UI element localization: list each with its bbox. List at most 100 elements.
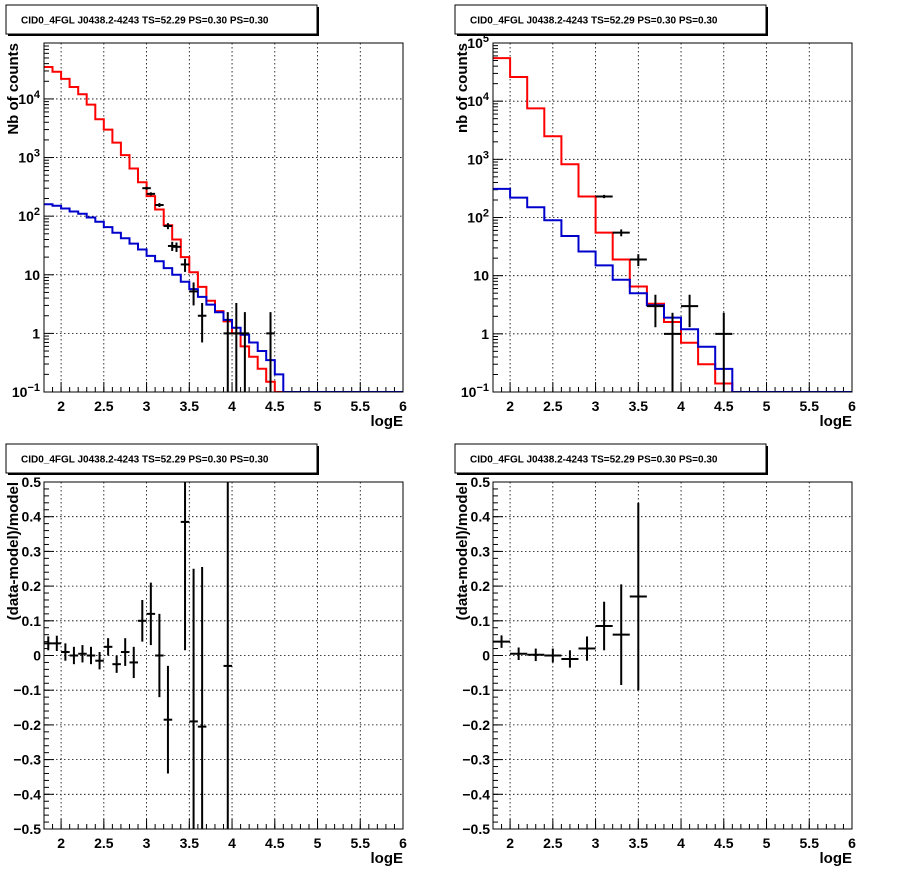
data-point [163,665,173,774]
y-tick-label: 0.2 [471,578,491,594]
data-point [180,482,190,651]
plot-area [44,482,233,829]
x-tick-label: 4.5 [265,835,285,851]
chart-title-box: CID0_4FGL J0438.2-4243 TS=52.29 PS=0.30 … [454,443,768,475]
chart-panel-3: 2 2.5 3 3.5 4 4.5 5 5.5 6 −0.5 −0.4 −0.3 −0.2 −0.1 0 0.… [5,443,407,867]
y-tick-label: 102 [467,208,489,226]
x-tick-label: 2.5 [94,835,114,851]
x-tick-label: 3 [143,835,151,851]
x-tick-label: 5.5 [800,398,820,414]
data-point [223,312,233,392]
y-tick-label: −0.2 [462,717,490,733]
data-point [86,646,96,665]
x-tick-label: 3.5 [180,835,200,851]
tick-exponent: 2 [483,208,489,220]
y-tick-label: 0.3 [471,543,491,559]
x-tick-label: 6 [399,835,407,851]
data-point [52,635,62,651]
x-tick-label: 4 [228,398,236,414]
x-tick-label: 4.5 [714,398,734,414]
data-point [155,613,164,698]
data-point [189,282,198,306]
plot-frame [492,481,853,830]
x-tick-label: 5 [763,398,771,414]
chart-title-box: CID0_4FGL J0438.2-4243 TS=52.29 PS=0.30 … [5,4,319,36]
plot-frame [492,42,853,393]
y-tick-label: −0.3 [462,752,490,768]
y-tick-label: 10−1 [461,382,489,400]
y-tick-label: 10 [473,268,489,284]
data-point [663,312,682,392]
background_model-histogram [493,187,852,392]
y-tick-label: 1 [32,325,40,341]
x-tick-label: 4 [677,835,685,851]
x-tick-label: 3.5 [629,398,649,414]
y-tick-label: 0 [33,648,41,664]
title-box-frame [5,443,318,474]
data-point [69,646,79,665]
chart-panel-1: 2 2.5 3 3.5 4 4.5 5 5.5 610−1110102103104logENb … [5,4,407,430]
data-point [142,186,151,190]
x-tick-label: 4.5 [265,398,285,414]
data-point [103,638,113,656]
x-tick-label: 5 [314,398,322,414]
data-point [646,294,664,328]
data-point [578,636,596,661]
data-point [629,502,647,691]
y-tick-label: 103 [467,149,489,167]
x-axis-title: logE [820,850,853,867]
plot-frame [43,481,404,830]
y-tick-label: 0.1 [471,613,491,629]
data-point [44,636,53,651]
y-tick-label: 0.5 [471,474,491,490]
chart-title-box: CID0_4FGL J0438.2-4243 TS=52.29 PS=0.30 … [454,4,768,36]
tick-exponent: −1 [476,382,489,394]
chart-title: CID0_4FGL J0438.2-4243 TS=52.29 PS=0.30 … [21,16,269,27]
y-tick-label: 1 [481,326,489,342]
data-point [129,646,139,679]
data-point [681,294,699,328]
y-tick-label: 103 [18,148,40,166]
data-point [138,599,147,642]
y-tick-label: 0 [482,648,490,664]
y-tick-label: −0.2 [13,717,41,733]
data-point [146,582,156,646]
x-tick-label: 2 [57,835,65,851]
data-point [189,568,198,829]
x-tick-label: 5 [314,835,322,851]
y-tick-label: 0.3 [22,543,42,559]
data-point [544,648,562,663]
y-tick-label: −0.4 [462,786,490,802]
title-box-frame [454,443,767,474]
tick-exponent: −1 [27,382,40,394]
y-tick-label: 0.5 [22,474,42,490]
y-axis-title: (data-model)/model [5,482,22,620]
chart-panel-4: 2 2.5 3 3.5 4 4.5 5 5.5 6 −0.5 −0.4 −0.3 −0.2 −0.1 0 0.… [454,443,856,867]
data-point [595,601,613,651]
x-tick-label: 2.5 [543,398,563,414]
x-tick-label: 5 [763,835,771,851]
x-tick-label: 3.5 [180,398,200,414]
chart-title: CID0_4FGL J0438.2-4243 TS=52.29 PS=0.30 … [470,455,718,466]
chart-panel-2: 2 2.5 3 3.5 4 4.5 5 5.5 610−1110102103104105logE… [454,4,856,430]
data-point [561,650,579,668]
x-tick-label: 5.5 [800,835,820,851]
tick-exponent: 5 [483,33,489,45]
x-tick-label: 6 [848,835,856,851]
x-axis-title: logE [371,413,404,430]
x-tick-label: 5.5 [351,835,371,851]
y-tick-label: 10−1 [12,382,40,400]
tick-exponent: 2 [34,206,40,218]
tick-exponent: 3 [483,149,489,161]
y-tick-label: 0.4 [22,509,42,525]
plot-area [44,66,403,392]
total_model-histogram [44,66,403,392]
x-tick-label: 2 [506,398,514,414]
y-tick-label: −0.1 [13,682,41,698]
data-point [266,312,275,392]
chart-title: CID0_4FGL J0438.2-4243 TS=52.29 PS=0.30 … [470,16,718,27]
x-tick-label: 2 [57,398,65,414]
x-tick-label: 6 [399,398,407,414]
y-tick-label: 102 [18,206,40,224]
